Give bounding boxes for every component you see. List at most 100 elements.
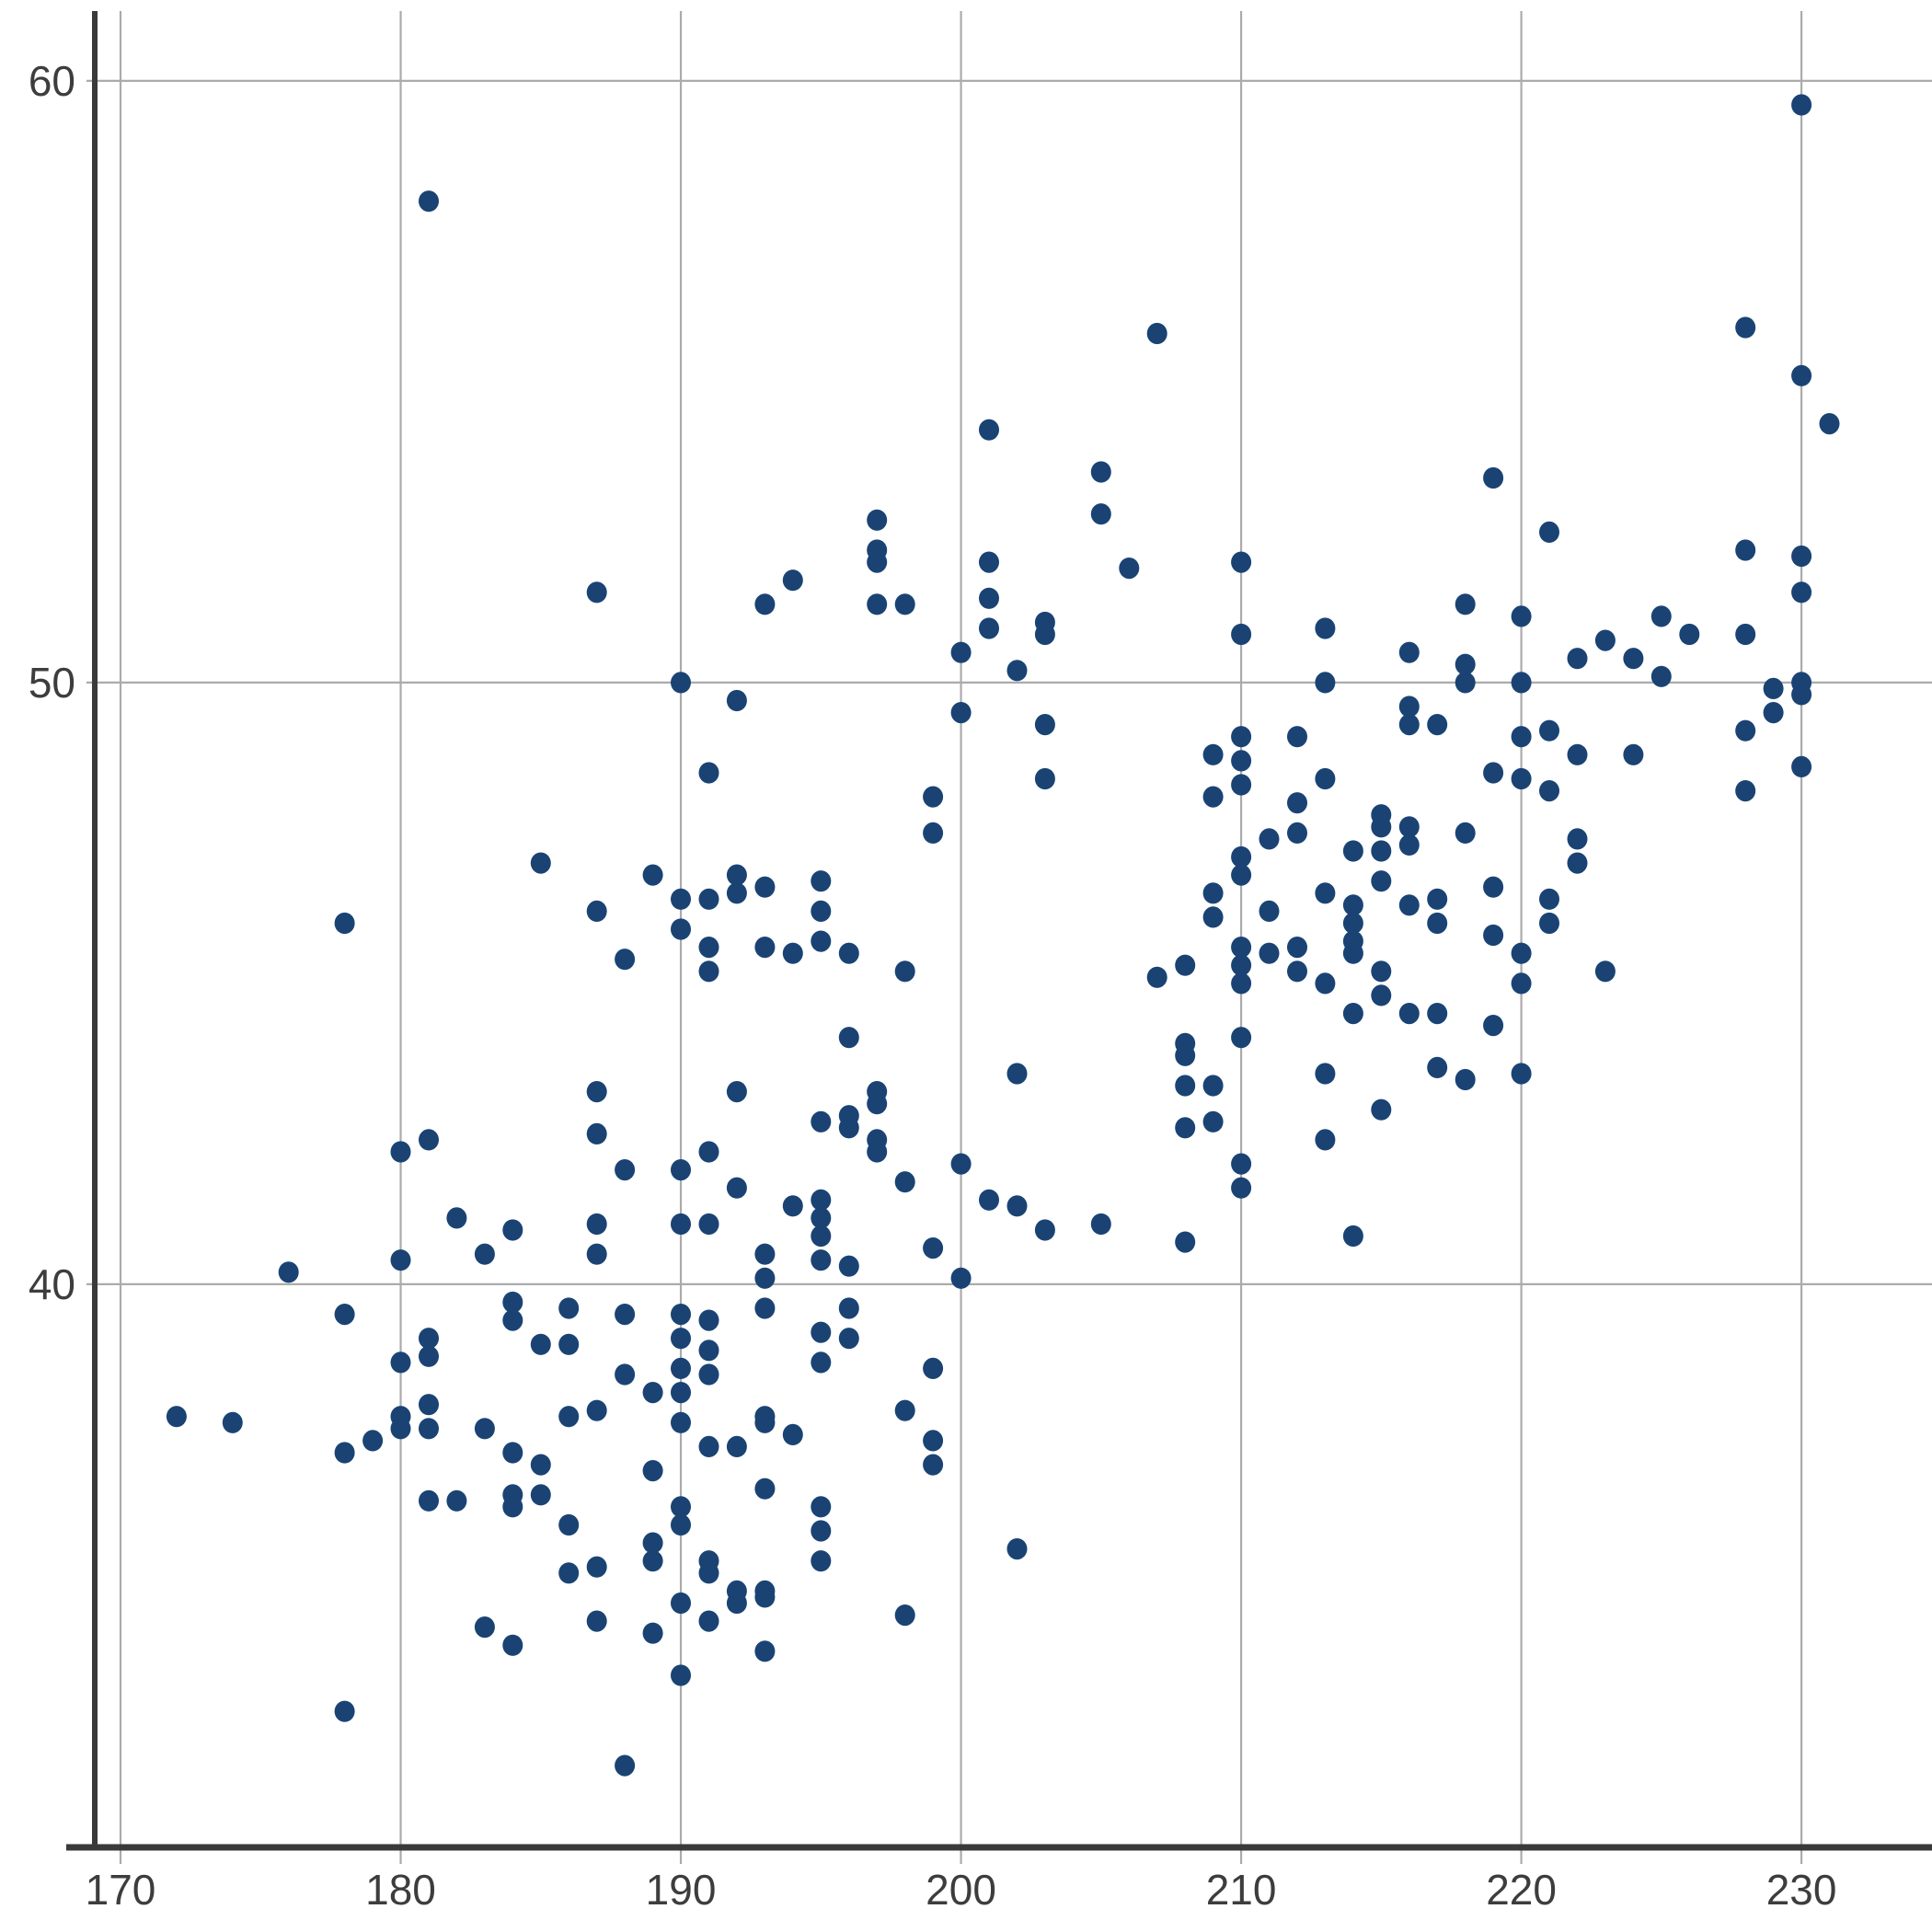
data-point — [1483, 1015, 1504, 1037]
data-point — [1371, 840, 1392, 862]
data-point — [502, 1496, 523, 1518]
data-point — [1539, 888, 1559, 910]
data-point — [1791, 94, 1812, 116]
data-point — [446, 1489, 467, 1512]
data-point — [1539, 719, 1559, 742]
data-point — [1202, 786, 1224, 808]
data-point — [419, 1328, 439, 1350]
data-point — [474, 1243, 495, 1265]
data-point — [979, 551, 999, 573]
data-point — [1371, 984, 1392, 1006]
data-point — [1763, 677, 1784, 700]
data-point — [1175, 1044, 1196, 1066]
data-point — [923, 1357, 944, 1379]
data-point — [1427, 714, 1448, 736]
data-point — [754, 1267, 776, 1289]
data-point — [867, 509, 888, 531]
data-point — [1567, 648, 1588, 670]
data-point — [586, 1610, 607, 1632]
data-point — [811, 1321, 832, 1343]
data-point — [867, 1141, 888, 1163]
data-point — [1483, 762, 1504, 784]
data-point — [1650, 605, 1672, 627]
data-point — [894, 593, 915, 615]
data-point — [1398, 714, 1420, 736]
data-point — [698, 1340, 719, 1362]
data-point — [1623, 648, 1644, 670]
data-point — [671, 1496, 691, 1518]
data-point — [1650, 665, 1672, 687]
data-point — [1259, 828, 1280, 850]
data-point — [1679, 623, 1700, 646]
data-point — [671, 1513, 691, 1536]
data-point — [530, 1454, 551, 1476]
data-point — [1231, 726, 1252, 748]
data-point — [811, 1351, 832, 1374]
data-point — [586, 1399, 607, 1421]
data-point — [1398, 894, 1420, 916]
data-point — [1455, 822, 1476, 845]
data-point — [698, 937, 719, 959]
data-point — [558, 1406, 580, 1428]
data-point — [754, 593, 776, 615]
data-point — [671, 1664, 691, 1686]
data-point — [1398, 816, 1420, 838]
data-point — [1202, 906, 1224, 928]
data-point — [726, 689, 747, 712]
data-point — [923, 786, 944, 808]
x-tick-label: 220 — [1486, 1866, 1557, 1914]
data-point — [1735, 623, 1756, 646]
axes — [66, 11, 1932, 1851]
data-point — [1231, 1027, 1252, 1049]
data-point — [1202, 743, 1224, 765]
tick-labels: 170 180 190 200 210 220 230 40 50 60 — [29, 57, 1837, 1914]
data-point — [1567, 828, 1588, 850]
data-point — [446, 1207, 467, 1229]
data-point — [698, 960, 719, 983]
data-point — [502, 1309, 523, 1331]
gridlines — [86, 11, 1932, 1864]
data-point — [1791, 684, 1812, 706]
data-point — [923, 1454, 944, 1476]
data-point — [671, 1592, 691, 1615]
data-point — [726, 1177, 747, 1199]
data-point — [1175, 954, 1196, 976]
data-point — [502, 1219, 523, 1241]
data-point — [671, 888, 691, 910]
data-point — [867, 593, 888, 615]
data-point — [811, 1249, 832, 1271]
data-point — [1342, 1225, 1363, 1248]
data-point — [558, 1562, 580, 1584]
data-point — [474, 1418, 495, 1440]
y-tick-label: 50 — [29, 659, 75, 707]
data-point — [950, 702, 972, 724]
data-point — [1819, 413, 1840, 435]
data-point — [1511, 1063, 1532, 1085]
data-point — [615, 1304, 636, 1326]
data-point — [1231, 1177, 1252, 1199]
data-point — [586, 1213, 607, 1236]
data-point — [1539, 912, 1559, 935]
data-point — [838, 1328, 859, 1350]
x-tick-label: 190 — [646, 1866, 717, 1914]
data-point — [1735, 539, 1756, 561]
data-point — [1175, 1117, 1196, 1139]
data-point — [1259, 942, 1280, 964]
y-tick-label: 60 — [29, 57, 75, 105]
data-point — [419, 1489, 439, 1512]
data-point — [615, 1363, 636, 1386]
data-point — [1231, 864, 1252, 886]
data-point — [698, 1141, 719, 1163]
data-point — [1455, 672, 1476, 694]
data-point — [1791, 581, 1812, 604]
data-point — [1034, 623, 1055, 646]
data-point — [1567, 852, 1588, 874]
data-point — [838, 1255, 859, 1277]
data-point — [1342, 1003, 1363, 1025]
data-point — [1119, 558, 1140, 580]
data-point — [1342, 912, 1363, 935]
data-point — [1342, 840, 1363, 862]
data-point — [390, 1141, 411, 1163]
data-point — [419, 190, 439, 213]
